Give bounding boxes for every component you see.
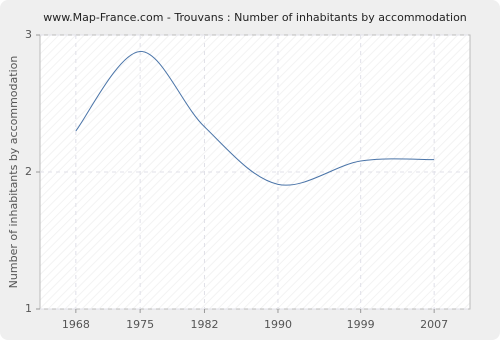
y-tick-label: 1 bbox=[25, 302, 32, 315]
x-tick-label: 1999 bbox=[347, 318, 375, 331]
line bbox=[75, 50, 435, 186]
x-tick-label: 1975 bbox=[126, 318, 154, 331]
x-tick-label: 1968 bbox=[62, 318, 90, 331]
x-tick-label: 1982 bbox=[190, 318, 218, 331]
y-axis-label: Number of inhabitants by accommodation bbox=[7, 56, 20, 289]
chart-title: www.Map-France.com - Trouvans : Number o… bbox=[43, 11, 467, 24]
x-tick-label: 2007 bbox=[420, 318, 448, 331]
x-tick-label: 1990 bbox=[264, 318, 292, 331]
y-tick-label: 3 bbox=[25, 28, 32, 41]
plot-area bbox=[39, 34, 471, 310]
y-tick-label: 2 bbox=[25, 165, 32, 178]
